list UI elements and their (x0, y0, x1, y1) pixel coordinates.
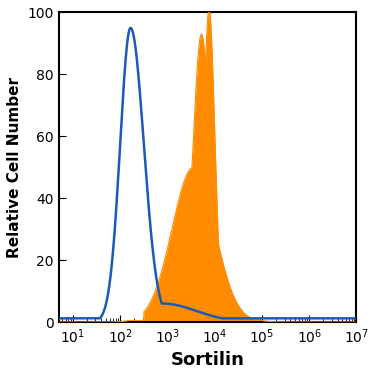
Y-axis label: Relative Cell Number: Relative Cell Number (7, 77, 22, 258)
X-axis label: Sortilin: Sortilin (171, 351, 244, 369)
